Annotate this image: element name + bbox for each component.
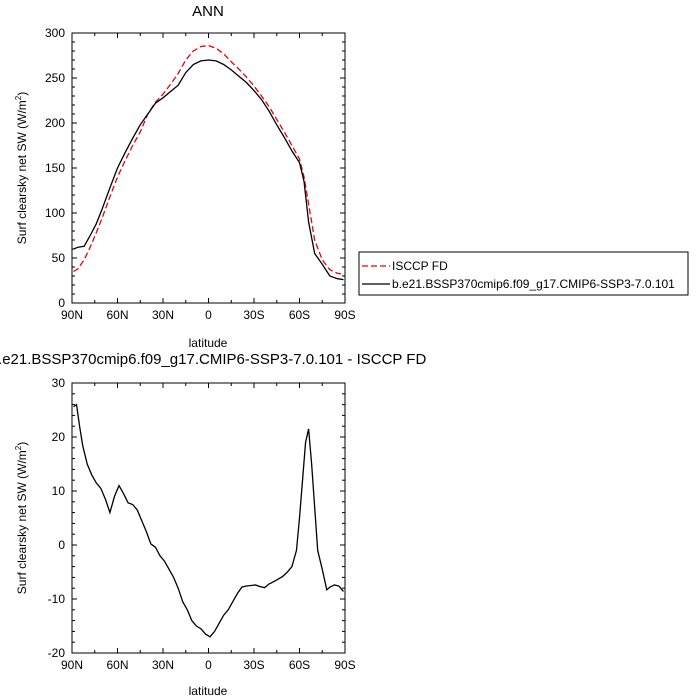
bottom-y-tick-label: 20 <box>52 430 66 444</box>
top-y-tick-label: 250 <box>45 71 65 85</box>
top-y-tick-label: 300 <box>45 26 65 40</box>
bottom-x-tick-label: 90S <box>334 658 355 672</box>
top-x-tick-label: 60S <box>289 308 310 322</box>
bottom-y-tick-label: 10 <box>52 484 66 498</box>
bottom-plot-frame <box>71 382 346 654</box>
bottom-x-axis-label: latitude <box>189 684 228 698</box>
legend-label-model: b.e21.BSSP370cmip6.f09_g17.CMIP6-SSP3-7.… <box>392 277 675 291</box>
top-x-tick-label: 60N <box>106 308 128 322</box>
top-chart-title: ANN <box>192 3 224 20</box>
bottom-x-tick-label: 60S <box>289 658 310 672</box>
top-series-line-1 <box>73 59 344 281</box>
bottom-plot: b.e21.BSSP370cmip6.f09_g17.CMIP6-SSP3-7.… <box>0 351 426 698</box>
bottom-chart-title: b.e21.BSSP370cmip6.f09_g17.CMIP6-SSP3-7.… <box>0 351 426 368</box>
top-x-tick-label: 30N <box>152 308 174 322</box>
top-x-tick-label: 90S <box>334 308 355 322</box>
top-plot-frame <box>71 32 346 304</box>
bottom-y-axis-label: Surf clearsky net SW (W/m2) <box>14 442 29 594</box>
bottom-y-tick-label: -20 <box>48 646 66 660</box>
legend-label-isccp: ISCCP FD <box>392 259 448 273</box>
legend-box <box>358 251 689 296</box>
bottom-x-tick-label: 60N <box>106 658 128 672</box>
top-x-tick-label: 0 <box>205 308 212 322</box>
top-y-axis-label: Surf clearsky net SW (W/m2) <box>14 92 29 244</box>
bottom-x-tick-label: 90N <box>61 658 83 672</box>
bottom-y-tick-label: 30 <box>52 376 66 390</box>
bottom-y-tick-label: -10 <box>48 592 66 606</box>
top-x-axis-label: latitude <box>189 336 228 350</box>
bottom-x-tick-label: 30S <box>243 658 264 672</box>
bottom-y-tick-label: 0 <box>58 538 65 552</box>
top-y-tick-label: 100 <box>45 206 65 220</box>
top-plot: ANN 90N 60N 30N 0 30S 60S 90S 0 50 100 150 200 250 30… <box>14 3 356 350</box>
bottom-x-tick-label: 0 <box>205 658 212 672</box>
top-series-line-0 <box>73 44 344 275</box>
top-x-tick-label: 90N <box>61 308 83 322</box>
top-y-tick-label: 0 <box>58 296 65 310</box>
bottom-x-tick-label: 30N <box>152 658 174 672</box>
legend: ISCCP FD b.e21.BSSP370cmip6.f09_g17.CMIP… <box>358 251 689 296</box>
top-y-tick-label: 200 <box>45 116 65 130</box>
bottom-series-line-0 <box>73 403 344 638</box>
top-x-tick-label: 30S <box>243 308 264 322</box>
top-y-tick-label: 150 <box>45 161 65 175</box>
top-y-tick-label: 50 <box>52 251 66 265</box>
